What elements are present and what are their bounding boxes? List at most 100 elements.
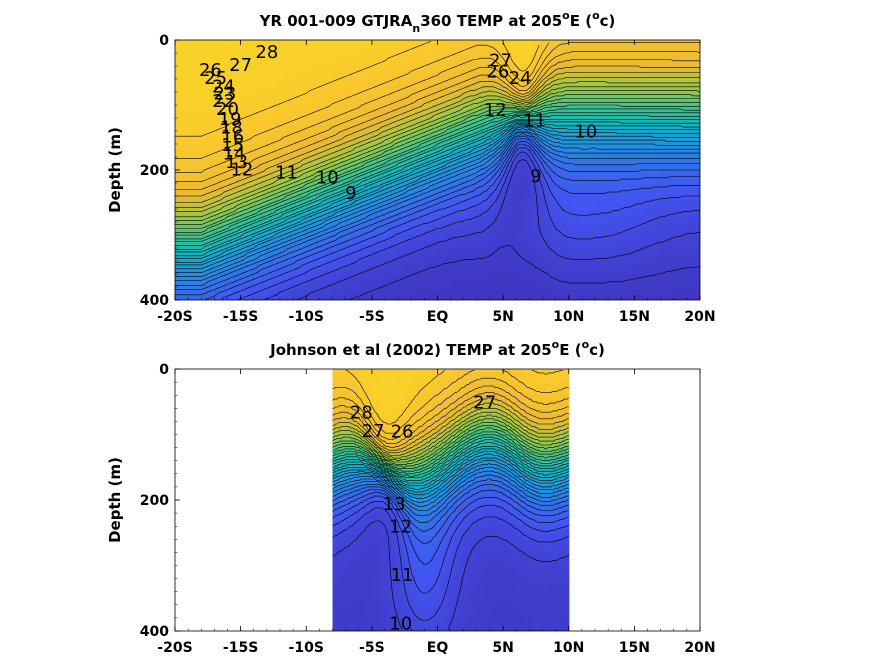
top-field-cell	[185, 290, 191, 296]
top-field-cell	[575, 280, 581, 286]
top-field-cell	[570, 290, 576, 296]
top-field-cell	[240, 135, 246, 141]
top-field-cell	[360, 180, 366, 186]
top-field-cell	[205, 150, 211, 156]
top-field-cell	[630, 125, 636, 131]
top-field-cell	[205, 60, 211, 66]
top-field-cell	[565, 200, 571, 206]
top-field-cell	[255, 195, 261, 201]
top-field-cell	[570, 170, 576, 176]
top-field-cell	[275, 140, 281, 146]
top-field-cell	[385, 140, 391, 146]
top-field-cell	[450, 75, 456, 81]
top-field-cell	[205, 295, 211, 300]
top-field-cell	[300, 265, 306, 271]
top-field-cell	[490, 245, 496, 251]
top-field-cell	[425, 160, 431, 166]
top-field-cell	[200, 280, 206, 286]
top-field-cell	[395, 195, 401, 201]
top-field-cell	[595, 135, 601, 141]
top-field-cell	[415, 165, 421, 171]
top-field-cell	[295, 150, 301, 156]
top-field-cell	[360, 285, 366, 291]
top-field-cell	[380, 45, 386, 51]
top-field-cell	[620, 165, 626, 171]
top-field-cell	[395, 80, 401, 86]
top-field-cell	[330, 120, 336, 126]
top-field-cell	[225, 190, 231, 196]
top-field-cell	[430, 80, 436, 86]
top-field-cell	[320, 95, 326, 101]
top-field-cell	[435, 140, 441, 146]
top-field-cell	[345, 260, 351, 266]
top-field-cell	[560, 160, 566, 166]
top-field-cell	[450, 155, 456, 161]
top-field-cell	[335, 265, 341, 271]
top-field-cell	[290, 145, 296, 151]
top-field-cell	[430, 240, 436, 246]
top-field-cell	[280, 120, 286, 126]
top-field-cell	[435, 200, 441, 206]
top-field-cell	[425, 195, 431, 201]
top-field-cell	[555, 240, 561, 246]
top-field-cell	[555, 210, 561, 216]
top-field-cell	[615, 60, 621, 66]
top-field-cell	[190, 165, 196, 171]
top-field-cell	[450, 70, 456, 76]
top-field-cell	[645, 85, 651, 91]
top-field-cell	[265, 90, 271, 96]
top-field-cell	[320, 145, 326, 151]
top-field-cell	[315, 90, 321, 96]
top-field-cell	[275, 40, 281, 46]
top-field-cell	[415, 240, 421, 246]
top-field-cell	[215, 115, 221, 121]
top-field-cell	[625, 165, 631, 171]
top-field-cell	[450, 115, 456, 121]
top-field-cell	[265, 80, 271, 86]
top-field-cell	[195, 290, 201, 296]
top-field-cell	[535, 255, 541, 261]
top-field-cell	[525, 295, 531, 300]
top-field-cell	[205, 65, 211, 71]
top-field-cell	[200, 205, 206, 211]
top-field-cell	[640, 120, 646, 126]
top-field-cell	[185, 185, 191, 191]
top-field-cell	[595, 280, 601, 286]
top-field-cell	[365, 260, 371, 266]
top-field-cell	[345, 240, 351, 246]
top-field-cell	[435, 75, 441, 81]
top-field-cell	[315, 190, 321, 196]
top-field-cell	[535, 85, 541, 91]
top-field-cell	[390, 220, 396, 226]
top-field-cell	[265, 95, 271, 101]
top-field-cell	[465, 85, 471, 91]
top-field-cell	[295, 175, 301, 181]
top-field-cell	[230, 195, 236, 201]
top-field-cell	[480, 105, 486, 111]
top-field-cell	[310, 290, 316, 296]
top-field-cell	[570, 65, 576, 71]
top-field-cell	[375, 120, 381, 126]
top-field-cell	[555, 170, 561, 176]
top-field-cell	[330, 235, 336, 241]
top-field-cell	[405, 275, 411, 281]
top-field-cell	[175, 220, 181, 226]
top-field-cell	[190, 230, 196, 236]
top-field-cell	[470, 135, 476, 141]
top-field-cell	[555, 155, 561, 161]
top-field-cell	[265, 275, 271, 281]
top-field-cell	[645, 185, 651, 191]
top-field-cell	[510, 215, 516, 221]
top-field-cell	[190, 280, 196, 286]
top-field-cell	[280, 180, 286, 186]
top-field-cell	[415, 200, 421, 206]
top-field-cell	[445, 75, 451, 81]
top-field-cell	[370, 50, 376, 56]
top-field-cell	[315, 145, 321, 151]
top-field-cell	[250, 175, 256, 181]
top-field-cell	[405, 65, 411, 71]
top-field-cell	[490, 95, 496, 101]
top-field-cell	[530, 115, 536, 121]
top-field-cell	[195, 45, 201, 51]
